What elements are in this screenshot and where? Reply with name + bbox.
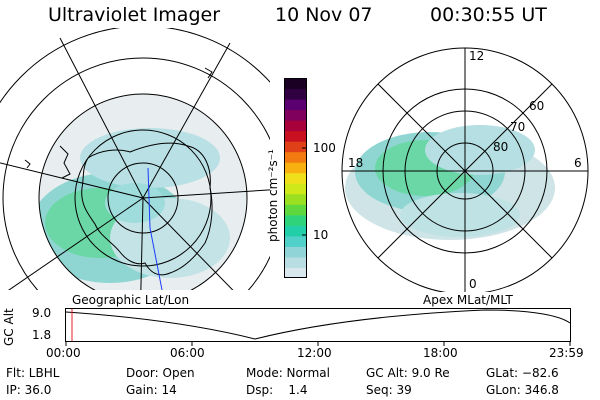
colorbar-swatch (284, 141, 307, 153)
instrument-title: Ultraviolet Imager (48, 4, 221, 26)
ytick-1-8: 1.8 (32, 328, 52, 342)
mlat-label-70: 70 (510, 120, 525, 134)
colorbar-label: photon cm⁻²s⁻¹ (266, 149, 280, 242)
timeline-ylabel: GC Alt (2, 308, 16, 346)
info-gain: Gain: 14 (126, 383, 177, 397)
ytick-9: 9.0 (32, 306, 52, 320)
mlt-label-18: 18 (348, 156, 363, 170)
colorbar-swatch (284, 214, 307, 226)
info-glat: GLat: −82.6 (486, 366, 559, 380)
info-glon: GLon: 346.8 (486, 383, 559, 397)
info-filter: Flt: LBHL (6, 366, 60, 380)
colorbar-swatch (284, 183, 307, 195)
altitude-curve (65, 309, 571, 340)
date-label: 10 Nov 07 (275, 4, 373, 26)
colorbar-swatch (284, 130, 307, 142)
magnetic-meridian-line (147, 167, 163, 290)
colorbar-tick-100: 100 (313, 141, 336, 155)
colorbar-swatch (284, 235, 307, 247)
mlat-label-80: 80 (493, 140, 508, 154)
geo-aurora-image (39, 94, 247, 290)
xtick-0600: 06:00 (170, 346, 205, 360)
info-mode: Mode: Normal (246, 366, 330, 380)
colorbar-swatch (284, 193, 307, 205)
colorbar-swatch (284, 246, 307, 258)
colorbar-swatch (284, 151, 307, 163)
xtick-1800: 18:00 (423, 346, 458, 360)
mlt-label-0: 0 (469, 277, 477, 291)
antarctica-coastline (81, 142, 213, 276)
colorbar-swatch (284, 172, 307, 184)
xtick-1200: 12:00 (297, 346, 332, 360)
apex-panel-label: Apex MLat/MLT (423, 293, 513, 307)
colorbar-swatch (284, 267, 307, 278)
info-door: Door: Open (126, 366, 195, 380)
mlt-label-12: 12 (469, 49, 484, 63)
mlat-label-60: 60 (529, 99, 544, 113)
peninsula-coastline (59, 145, 71, 179)
xtick-2359: 23:59 (549, 346, 584, 360)
colorbar-swatch (284, 225, 307, 237)
geo-grid (0, 28, 270, 290)
magnetic-polar-map: 12 18 6 0 60 70 80 (341, 47, 589, 292)
timeline-chart (65, 308, 571, 346)
mlt-label-6: 6 (574, 156, 582, 170)
colorbar-swatch (284, 78, 307, 90)
geographic-panel-label: Geographic Lat/Lon (72, 293, 190, 307)
colorbar-swatch (284, 99, 307, 111)
colorbar-swatch (284, 204, 307, 216)
info-ip: IP: 36.0 (6, 383, 52, 397)
time-label: 00:30:55 UT (430, 4, 547, 26)
colorbar-swatch (284, 88, 307, 100)
colorbar-tick-10: 10 (313, 228, 329, 242)
colorbar-swatch (284, 120, 307, 132)
info-seq: Seq: 39 (366, 383, 412, 397)
colorbar-swatch (284, 109, 307, 121)
mag-grid (341, 47, 589, 292)
geographic-polar-map (0, 28, 270, 290)
info-dsp: Dsp: 1.4 (246, 383, 308, 397)
xtick-0000: 00:00 (46, 346, 81, 360)
colorbar-swatch (284, 256, 307, 268)
info-gc-alt: GC Alt: 9.0 Re (366, 366, 450, 380)
colorbar-swatch (284, 162, 307, 174)
colorbar (284, 78, 307, 278)
